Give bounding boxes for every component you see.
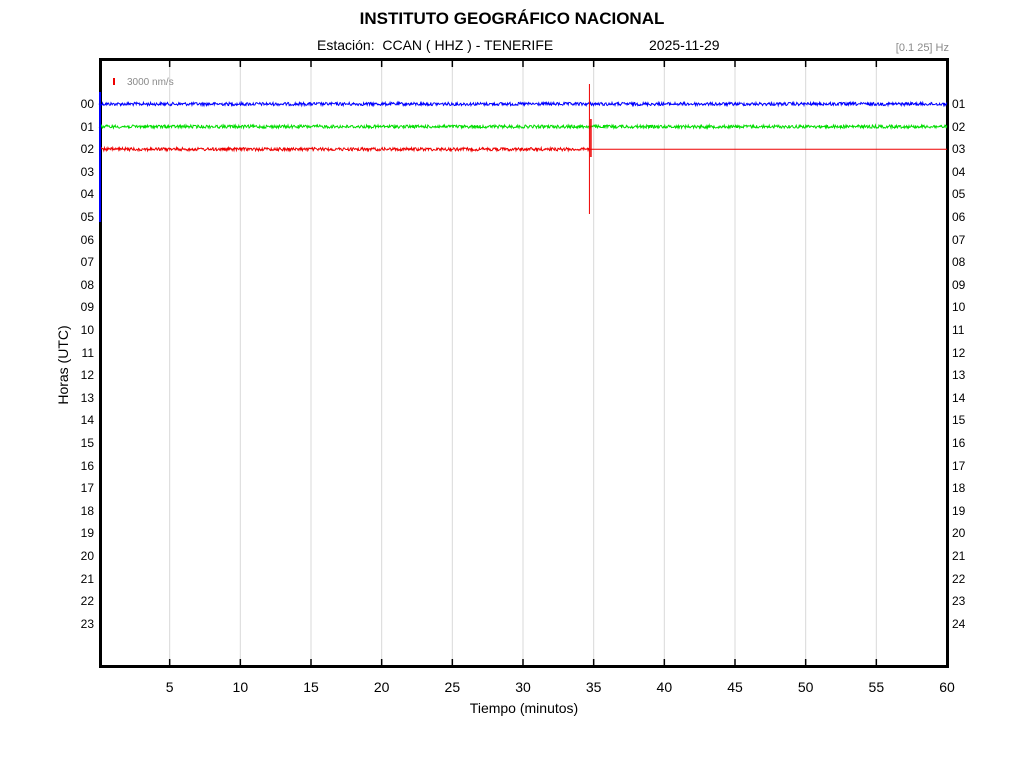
scale-label: 3000 nm/s bbox=[127, 77, 174, 88]
y-tick-right-17: 17 bbox=[952, 458, 966, 473]
y-tick-right-05: 05 bbox=[952, 187, 966, 202]
x-tick-55: 55 bbox=[868, 679, 885, 695]
x-tick-35: 35 bbox=[585, 679, 602, 695]
y-tick-right-06: 06 bbox=[952, 210, 966, 224]
trace-hour-00 bbox=[98, 100, 948, 108]
y-tick-right-13: 13 bbox=[952, 368, 966, 383]
y-tick-right-24: 24 bbox=[952, 616, 966, 631]
y-tick-left-07: 07 bbox=[80, 255, 94, 270]
y-tick-left-21: 21 bbox=[80, 571, 94, 586]
y-tick-right-09: 09 bbox=[952, 277, 966, 292]
filter-label: [0.1 25] Hz bbox=[895, 42, 949, 54]
y-tick-left-02: 02 bbox=[80, 142, 94, 157]
y-tick-right-14: 14 bbox=[952, 390, 966, 405]
y-tick-right-16: 16 bbox=[952, 436, 966, 450]
y-tick-right-02: 02 bbox=[952, 119, 966, 134]
y-tick-left-20: 20 bbox=[80, 549, 94, 563]
y-tick-right-21: 21 bbox=[952, 549, 966, 563]
x-tick-20: 20 bbox=[373, 679, 390, 695]
y-tick-left-09: 09 bbox=[80, 300, 94, 315]
x-tick-10: 10 bbox=[232, 679, 249, 695]
y-tick-right-08: 08 bbox=[952, 255, 966, 270]
y-tick-right-11: 11 bbox=[952, 323, 965, 337]
x-axis-label: Tiempo (minutos) bbox=[469, 700, 579, 716]
y-tick-left-16: 16 bbox=[80, 458, 94, 473]
y-tick-left-00: 00 bbox=[80, 97, 94, 111]
y-tick-left-05: 05 bbox=[80, 210, 94, 224]
x-tick-40: 40 bbox=[656, 679, 673, 695]
x-tick-45: 45 bbox=[727, 679, 743, 695]
y-tick-right-15: 15 bbox=[952, 413, 966, 428]
y-tick-right-23: 23 bbox=[952, 594, 966, 609]
y-tick-left-13: 13 bbox=[80, 390, 94, 405]
y-tick-right-20: 20 bbox=[952, 526, 966, 541]
x-tick-30: 30 bbox=[515, 679, 531, 695]
y-tick-left-12: 12 bbox=[80, 368, 94, 383]
y-tick-left-11: 11 bbox=[81, 345, 94, 360]
chart-title: INSTITUTO GEOGRÁFICO NACIONAL bbox=[359, 9, 665, 28]
y-tick-left-04: 04 bbox=[80, 187, 94, 202]
y-tick-right-03: 03 bbox=[952, 142, 966, 157]
y-tick-left-23: 23 bbox=[80, 616, 94, 631]
y-tick-right-04: 04 bbox=[952, 164, 966, 179]
x-tick-15: 15 bbox=[303, 679, 319, 695]
y-tick-right-22: 22 bbox=[952, 571, 966, 586]
y-tick-left-18: 18 bbox=[80, 503, 94, 518]
trace-hour-02 bbox=[98, 145, 590, 153]
y-tick-left-22: 22 bbox=[80, 594, 94, 609]
y-tick-left-01: 01 bbox=[80, 119, 94, 134]
y-tick-right-01: 01 bbox=[952, 97, 966, 111]
y-tick-left-17: 17 bbox=[80, 481, 94, 496]
plot-area bbox=[99, 58, 949, 668]
x-tick-50: 50 bbox=[797, 679, 814, 695]
x-tick-25: 25 bbox=[444, 679, 461, 695]
y-tick-right-12: 12 bbox=[952, 345, 966, 360]
y-tick-right-07: 07 bbox=[952, 232, 966, 247]
date-label: 2025-11-29 bbox=[649, 37, 720, 53]
station-label: Estación: CCAN ( HHZ ) - TENERIFE bbox=[317, 37, 554, 53]
y-tick-left-10: 10 bbox=[80, 323, 94, 337]
y-tick-left-15: 15 bbox=[80, 436, 94, 450]
x-tick-5: 5 bbox=[165, 679, 174, 695]
y-tick-left-03: 03 bbox=[80, 164, 94, 179]
y-tick-right-18: 18 bbox=[952, 481, 966, 496]
y-tick-left-19: 19 bbox=[80, 526, 94, 541]
x-tick-60: 60 bbox=[939, 679, 955, 695]
y-tick-right-10: 10 bbox=[952, 300, 966, 315]
y-tick-left-14: 14 bbox=[80, 413, 94, 428]
y-tick-right-19: 19 bbox=[952, 503, 966, 518]
y-tick-left-08: 08 bbox=[80, 277, 94, 292]
trace-hour-01 bbox=[98, 123, 948, 131]
y-tick-left-06: 06 bbox=[80, 232, 94, 247]
